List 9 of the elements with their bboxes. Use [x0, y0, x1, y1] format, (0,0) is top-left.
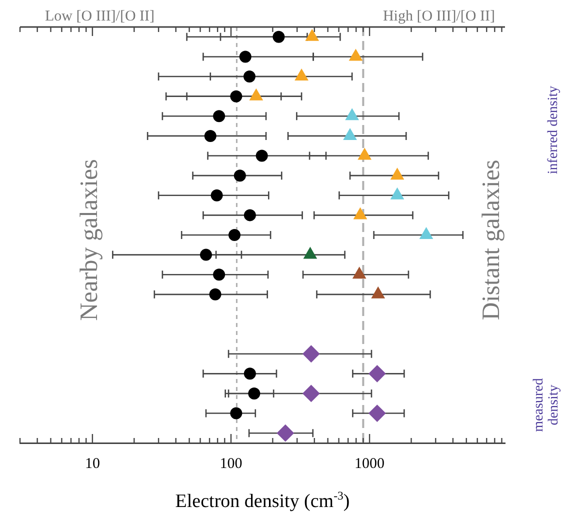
annotation: Nearby galaxies [76, 159, 103, 321]
x-tick-label: 100 [220, 456, 242, 472]
annotation: Distant galaxies [478, 160, 505, 320]
x-tick-label: 1000 [354, 456, 385, 472]
text: Low [O III]/[O II] [45, 8, 155, 24]
x-tick-label: 10 [84, 456, 100, 472]
text: High [O III]/[O II] [382, 8, 495, 24]
text: inferred density [546, 86, 561, 174]
text: measured density [532, 378, 562, 432]
